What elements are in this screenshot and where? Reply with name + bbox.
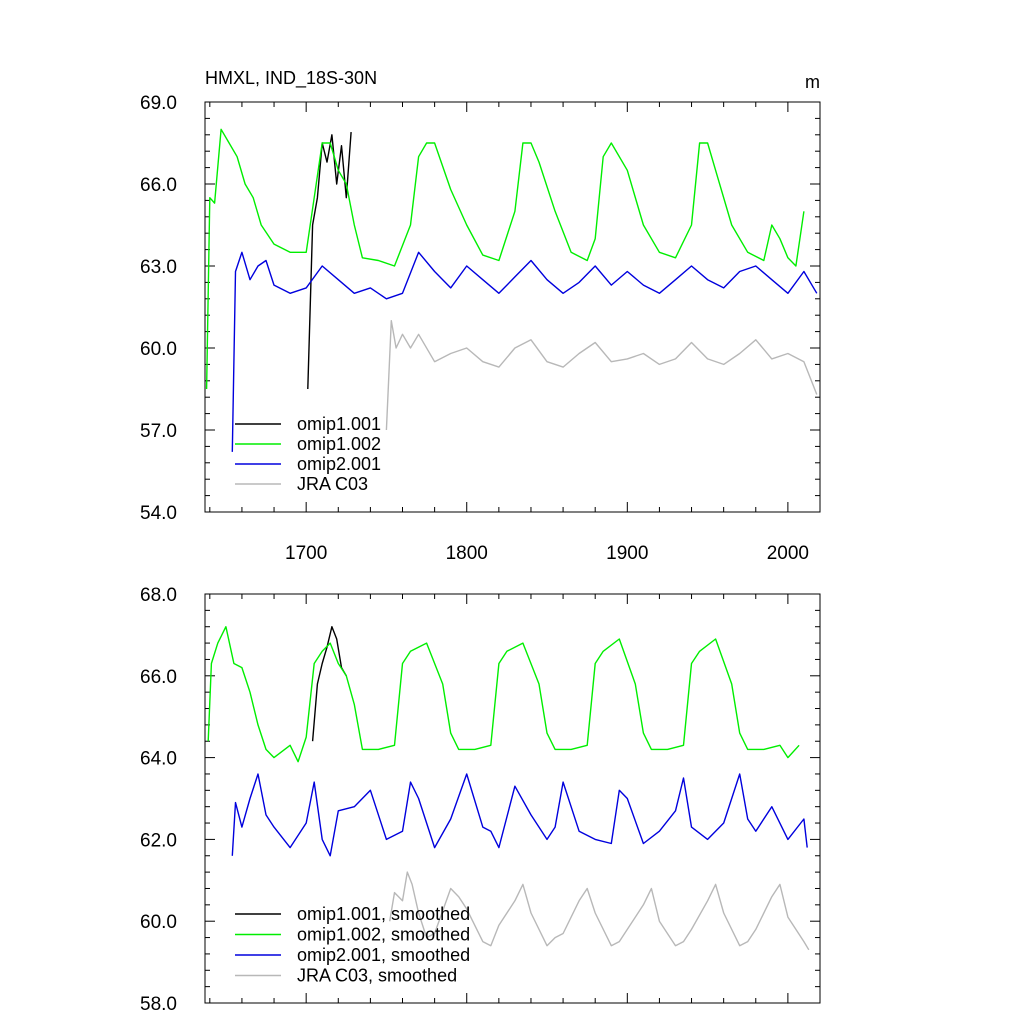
series-line-3 [389,871,810,951]
series-line-1 [207,626,800,763]
y-tick-label: 58.0 [140,994,177,1015]
x-tick-label: 2000 [767,543,809,564]
legend-label: omip1.001, smoothed [297,904,470,924]
y-tick-label: 60.0 [140,912,177,933]
legend-label: omip1.002 [297,434,381,454]
y-tick-label: 63.0 [140,257,177,278]
y-tick-label: 66.0 [140,175,177,196]
legend-label: omip1.002, smoothed [297,925,470,945]
legend-label: JRA C03, smoothed [297,966,457,986]
legend-label: omip2.001 [297,454,381,474]
series-line-3 [385,320,818,431]
x-tick-label: 1800 [446,543,488,564]
y-tick-label: 54.0 [140,503,177,524]
x-tick-label: 1700 [285,543,327,564]
series-line-2 [231,773,808,857]
y-tick-label: 64.0 [140,749,177,770]
y-tick-label: 69.0 [140,93,177,114]
y-tick-label: 66.0 [140,667,177,688]
series-line-0 [311,626,347,742]
legend-label: omip2.001, smoothed [297,945,470,965]
series-line-1 [205,128,805,390]
series-line-0 [307,132,352,390]
y-tick-label: 62.0 [140,830,177,851]
legend-label: omip1.001 [297,414,381,434]
units-label: m [805,72,820,92]
top-chart: HMXL, IND_18S-30N m 54.0 57.0 60.0 63.0 66.0… [140,68,821,564]
y-tick-label: 57.0 [140,421,177,442]
chart-title: HMXL, IND_18S-30N [205,68,377,89]
series-line-2 [231,251,818,452]
y-tick-label: 60.0 [140,339,177,360]
plot-frame [204,593,821,1004]
plot-frame [204,101,821,513]
bottom-chart: 58.0 60.0 62.0 64.0 66.0 68.0 omip1.001, smoot… [140,585,821,1015]
x-tick-label: 1900 [606,543,648,564]
y-tick-label: 68.0 [140,585,177,606]
legend-label: JRA C03 [297,474,368,494]
